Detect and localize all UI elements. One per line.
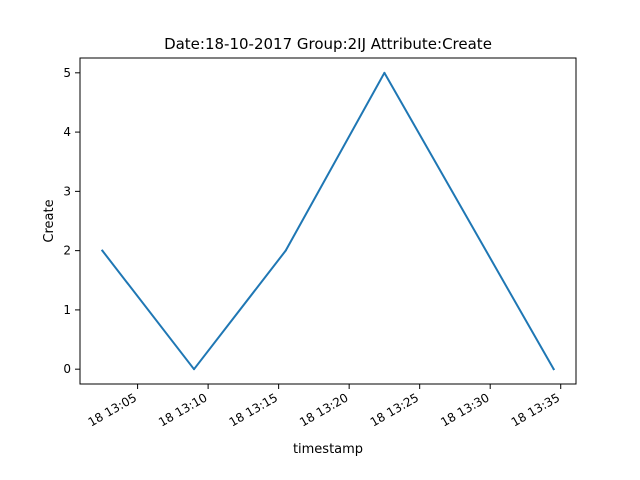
y-tick-label: 0 [63, 362, 71, 376]
y-axis-label: Create [42, 199, 57, 242]
plot-area [100, 71, 556, 371]
y-tick-label: 4 [63, 125, 71, 139]
data-point [552, 368, 555, 371]
y-tick-label: 5 [63, 66, 71, 80]
axes-frame [79, 57, 577, 385]
data-point [101, 249, 104, 252]
x-axis-label: timestamp [293, 442, 363, 457]
data-point [284, 249, 287, 252]
y-tick-label: 2 [63, 244, 71, 258]
y-tick-label: 1 [63, 303, 71, 317]
chart-title: Date:18-10-2017 Group:2IJ Attribute:Crea… [164, 35, 492, 53]
data-point [383, 71, 386, 74]
data-point [193, 368, 196, 371]
y-tick-label: 3 [63, 184, 71, 198]
